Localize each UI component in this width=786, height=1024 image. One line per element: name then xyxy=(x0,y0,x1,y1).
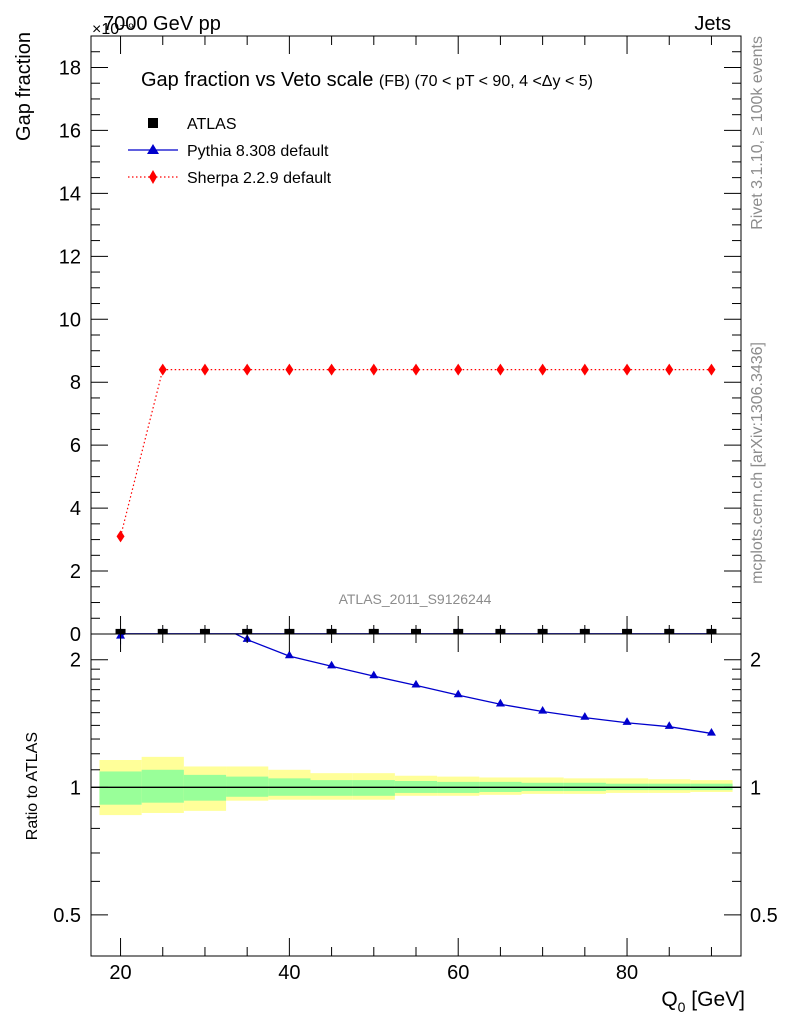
legend-atlas-label: ATLAS xyxy=(187,116,237,133)
sherpa-main-point xyxy=(454,363,463,376)
legend-entry-atlas: ATLAS xyxy=(148,116,237,133)
ratio-ytick-label-right: 1 xyxy=(750,777,761,799)
legend-pythia-label: Pythia 8.308 default xyxy=(187,143,329,160)
ratio-xtick-label: 40 xyxy=(278,962,300,984)
sherpa-main-point xyxy=(412,363,420,376)
sherpa-main-point xyxy=(538,363,547,376)
analysis-watermark: ATLAS_2011_S9126244 xyxy=(339,591,492,607)
pythia-ratio-point xyxy=(664,721,674,729)
main-ytick-label: 6 xyxy=(70,435,81,457)
rivet-label: Rivet 3.1.10, ≥ 100k events xyxy=(749,36,766,230)
ratio-ylabel: Ratio to ATLAS xyxy=(24,732,41,840)
plot-title: Gap fraction vs Veto scale (FB) (70 < pT… xyxy=(141,69,593,91)
sherpa-main-point xyxy=(243,363,252,376)
legend-entry-sherpa: Sherpa 2.2.9 default xyxy=(128,170,332,187)
pythia-ratio-point xyxy=(453,689,463,698)
pythia-ratio-point xyxy=(411,679,421,688)
main-ytick-label: 12 xyxy=(59,246,81,268)
energy-label: 7000 GeV pp xyxy=(103,13,221,35)
ratio-stat-band xyxy=(99,771,142,805)
pythia-ratio-point xyxy=(327,660,337,669)
sherpa-main-point xyxy=(327,363,336,376)
pythia-ratio-point xyxy=(538,705,548,714)
sherpa-main-point xyxy=(496,363,505,376)
plot-title-sub: (FB) (70 < pT < 90, 4 <Δy < 5) xyxy=(379,73,593,90)
main-ytick-label: 8 xyxy=(70,372,81,394)
pythia-ratio-point xyxy=(495,698,505,707)
main-ytick-label: 16 xyxy=(59,120,81,142)
xaxis-title: Q0 [GeV] xyxy=(661,988,745,1015)
ratio-xtick-label: 60 xyxy=(447,962,469,984)
pythia-ratio-point xyxy=(369,670,379,679)
ratio-ytick-label-left: 0.5 xyxy=(53,905,81,927)
plot-title-main: Gap fraction vs Veto scale xyxy=(141,69,373,91)
legend-sherpa-marker xyxy=(149,170,157,184)
sherpa-main-point xyxy=(665,363,674,376)
sherpa-main-point xyxy=(707,363,716,376)
main-ylabel: Gap fraction xyxy=(13,32,35,141)
main-ytick-label: 10 xyxy=(59,309,81,331)
main-ytick-label: 2 xyxy=(70,561,81,583)
legend-pythia-marker xyxy=(147,144,159,154)
sherpa-main-point xyxy=(623,363,632,376)
sherpa-main-point xyxy=(580,363,589,376)
pythia-ratio-point xyxy=(580,712,590,720)
legend-entry-pythia: Pythia 8.308 default xyxy=(128,143,329,160)
legend-sherpa-label: Sherpa 2.2.9 default xyxy=(187,170,332,187)
process-label: Jets xyxy=(694,13,731,35)
pythia-ratio-point xyxy=(706,727,716,736)
ratio-ytick-label-left: 1 xyxy=(70,777,81,799)
sherpa-main-point xyxy=(285,363,294,376)
pythia-ratio-point xyxy=(284,650,294,659)
sherpa-main-point xyxy=(158,363,167,376)
sherpa-main-point xyxy=(116,530,125,543)
mcplots-label: mcplots.cern.ch [arXiv:1306.3436] xyxy=(749,342,766,584)
legend-atlas-marker xyxy=(148,118,158,128)
sherpa-main-point xyxy=(369,363,378,376)
ratio-ytick-label-right: 2 xyxy=(750,650,761,672)
ratio-stat-band xyxy=(141,769,184,803)
ratio-xtick-label: 20 xyxy=(109,962,131,984)
ratio-xtick-label: 80 xyxy=(616,962,638,984)
sherpa-main-line xyxy=(119,369,712,537)
scale-factor-label: ×10⁻⁹ xyxy=(92,21,134,38)
pythia-ratio-point xyxy=(622,717,632,725)
ratio-ytick-label-left: 2 xyxy=(70,650,81,672)
main-ytick-label: 18 xyxy=(59,57,81,79)
main-ytick-label: 4 xyxy=(70,498,81,520)
main-ytick-label: 0 xyxy=(70,624,81,646)
sherpa-main-point xyxy=(200,363,209,376)
main-ytick-label: 14 xyxy=(59,183,81,205)
ratio-ytick-label-right: 0.5 xyxy=(750,905,778,927)
legend: ATLAS Pythia 8.308 default Sherpa 2.2.9 … xyxy=(128,116,332,187)
